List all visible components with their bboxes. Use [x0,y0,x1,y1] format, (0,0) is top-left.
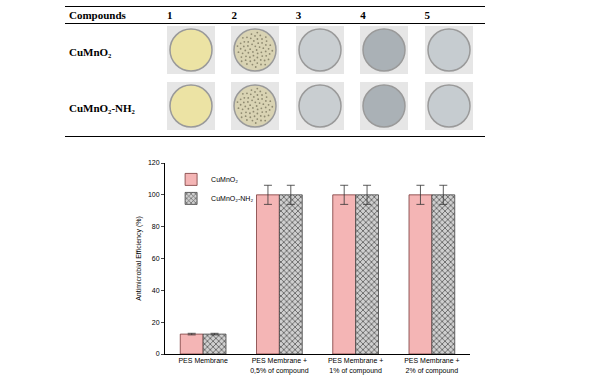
svg-text:120: 120 [148,159,160,166]
html-text:CuMnO₂-NH₂: CuMnO₂-NH₂ [69,102,135,114]
html-text:1: 1 [167,9,173,21]
svg-text:PES Membrane +2% of compound: PES Membrane +2% of compound [404,357,459,374]
svg-text:CuMnO₂-NH₂: CuMnO₂-NH₂ [211,195,253,202]
html-text:Compounds: Compounds [69,9,126,21]
svg-text:CuMnO₂: CuMnO₂ [211,176,238,183]
html-text:2: 2 [231,9,237,21]
svg-text:80: 80 [152,223,160,230]
svg-text:0: 0 [156,350,160,357]
html-text:3: 3 [295,9,302,21]
html-text:4: 4 [360,9,366,21]
svg-text:Antimicrobial Efficiency (%): Antimicrobial Efficiency (%) [135,216,143,301]
html-text:5: 5 [424,9,431,21]
svg-text:PES Membrane: PES Membrane [178,357,228,364]
svg-text:100: 100 [148,191,160,198]
svg-text:PES Membrane +0,5% of compound: PES Membrane +0,5% of compound [250,357,308,374]
svg-text:PES Membrane +1% of compound: PES Membrane +1% of compound [328,357,383,374]
html-text:CuMnO₂: CuMnO₂ [69,46,112,58]
svg-text:40: 40 [152,287,160,294]
svg-text:60: 60 [152,255,160,262]
svg-text:20: 20 [152,319,160,326]
